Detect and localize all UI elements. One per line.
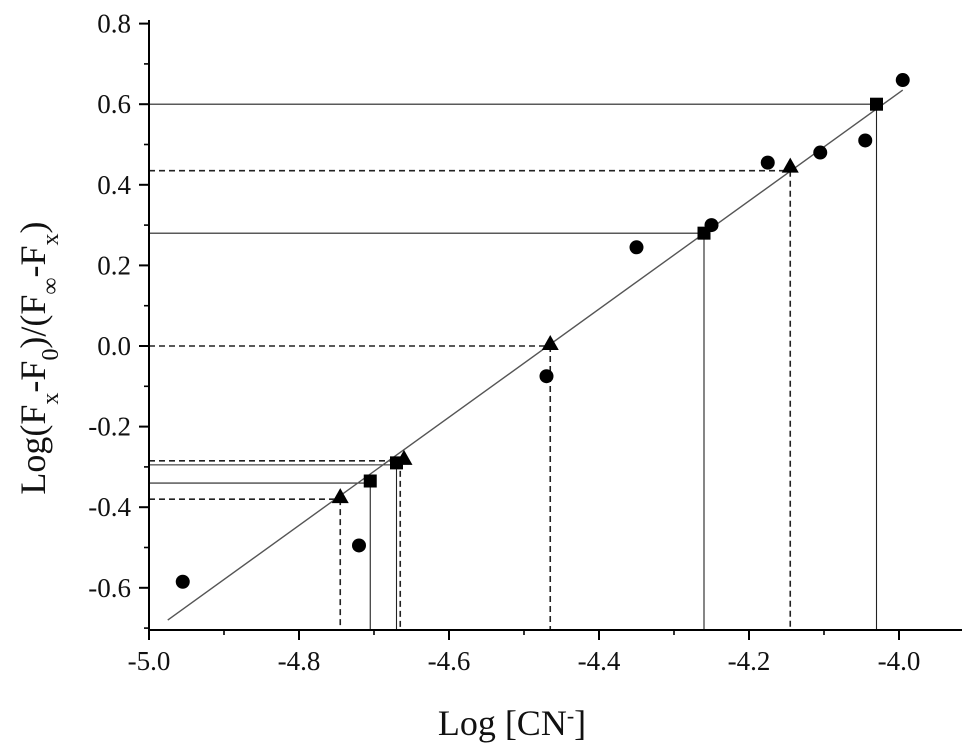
y-tick-label: 0.8: [97, 9, 131, 39]
x-tick-label: -4.4: [578, 646, 621, 676]
circle-marker: [629, 240, 644, 255]
y-tick-label: -0.4: [88, 492, 131, 522]
circle-marker: [175, 574, 190, 589]
triangle-marker: [331, 488, 349, 504]
square-marker: [697, 226, 711, 240]
y-tick-label: 0.6: [97, 89, 131, 119]
x-tick-label: -5.0: [128, 646, 171, 676]
y-tick-label: 0.0: [97, 331, 131, 361]
y-tick-label: 0.4: [97, 170, 131, 200]
circle-marker: [895, 73, 910, 88]
fit-line-group: [167, 89, 904, 621]
x-tick-label: -4.2: [728, 646, 771, 676]
ticks: [139, 22, 900, 640]
x-tick-label: -4.0: [878, 646, 921, 676]
square-marker: [870, 97, 883, 111]
data-points: [175, 73, 910, 589]
y-tick-label: -0.6: [88, 573, 131, 603]
axes: [148, 20, 962, 631]
circle-marker: [813, 145, 828, 160]
circle-marker: [539, 369, 554, 384]
tick-labels: -0.6 -0.4 -0.2 0.0 0.2 0.4 0.6 0.8 -5.0 -4.8 -4.6 -…: [88, 9, 920, 676]
x-tick-label: -4.6: [428, 646, 471, 676]
triangle-marker: [781, 157, 799, 173]
x-axis-title: Log [CN-]: [438, 703, 586, 744]
triangle-marker: [395, 449, 413, 465]
circle-marker: [760, 155, 775, 170]
circle-marker: [352, 538, 366, 553]
x-tick-label: -4.8: [278, 646, 321, 676]
triangle-marker: [541, 334, 559, 350]
y-tick-label: 0.2: [97, 250, 131, 280]
fit-line: [167, 89, 904, 621]
square-marker: [363, 474, 377, 488]
y-tick-label: -0.2: [88, 412, 131, 442]
y-axis-title: Log(Fx-F0)/(F∞-Fx): [13, 221, 64, 494]
guide-lines: [149, 103, 878, 630]
circle-marker: [858, 133, 873, 148]
